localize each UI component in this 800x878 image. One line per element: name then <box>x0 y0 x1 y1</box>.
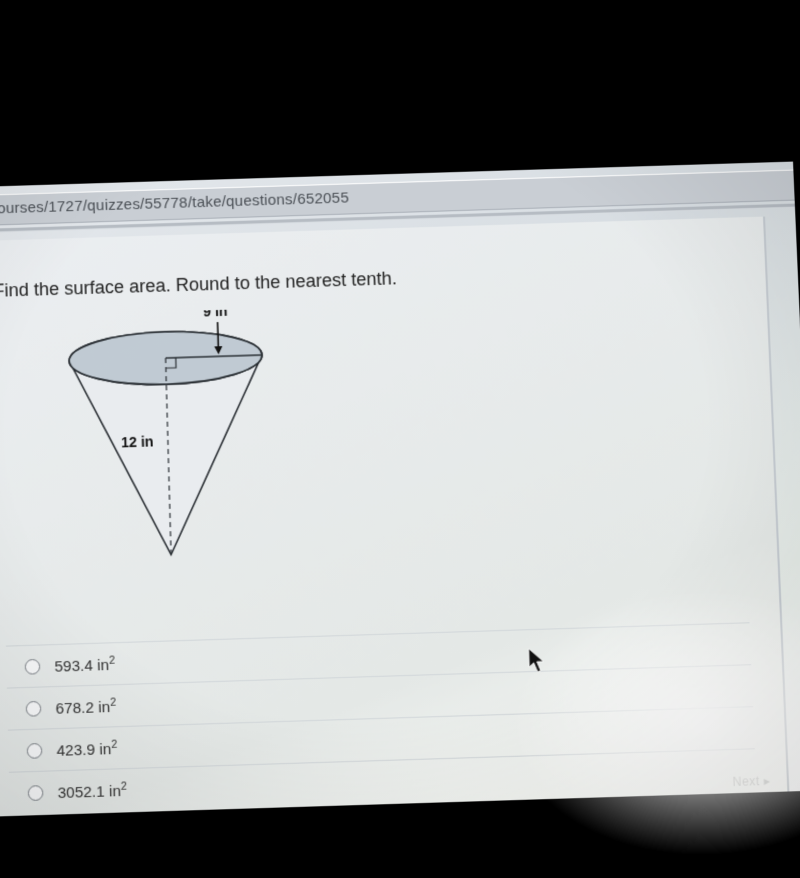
question-card: Find the surface area. Round to the near… <box>0 217 789 817</box>
radio-icon[interactable] <box>26 700 42 716</box>
radio-icon[interactable] <box>27 742 43 758</box>
answer-text: 593.4 in2 <box>54 654 115 675</box>
quiz-page: courses/1727/quizzes/55778/take/question… <box>0 162 800 817</box>
answer-list: 593.4 in2 678.2 in2 423.9 in2 3052.1 in2 <box>6 622 757 814</box>
url-path: courses/1727/quizzes/55778/take/question… <box>0 189 349 217</box>
cone-diagram: 9 in 12 in <box>43 307 315 579</box>
radio-icon[interactable] <box>25 658 41 674</box>
question-text: Find the surface area. Round to the near… <box>0 268 397 302</box>
answer-text: 3052.1 in2 <box>57 780 127 802</box>
svg-text:12 in: 12 in <box>121 435 154 452</box>
answer-text: 678.2 in2 <box>55 696 116 717</box>
next-button-hint[interactable]: Next ▸ <box>732 774 771 790</box>
radio-icon[interactable] <box>28 785 44 801</box>
svg-text:9 in: 9 in <box>203 307 228 320</box>
letterbox-top <box>0 0 800 180</box>
answer-text: 423.9 in2 <box>56 738 117 759</box>
